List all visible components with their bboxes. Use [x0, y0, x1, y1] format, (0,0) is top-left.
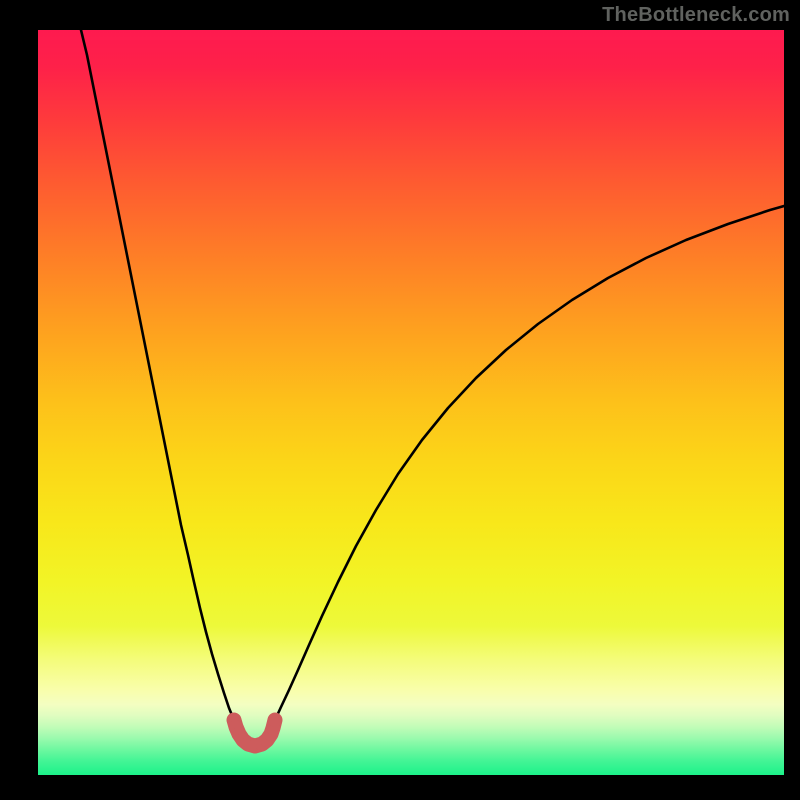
bottleneck-chart [0, 0, 800, 800]
valley-marker-dot [268, 713, 282, 727]
plot-background [38, 30, 784, 775]
attribution-text: TheBottleneck.com [602, 4, 790, 27]
